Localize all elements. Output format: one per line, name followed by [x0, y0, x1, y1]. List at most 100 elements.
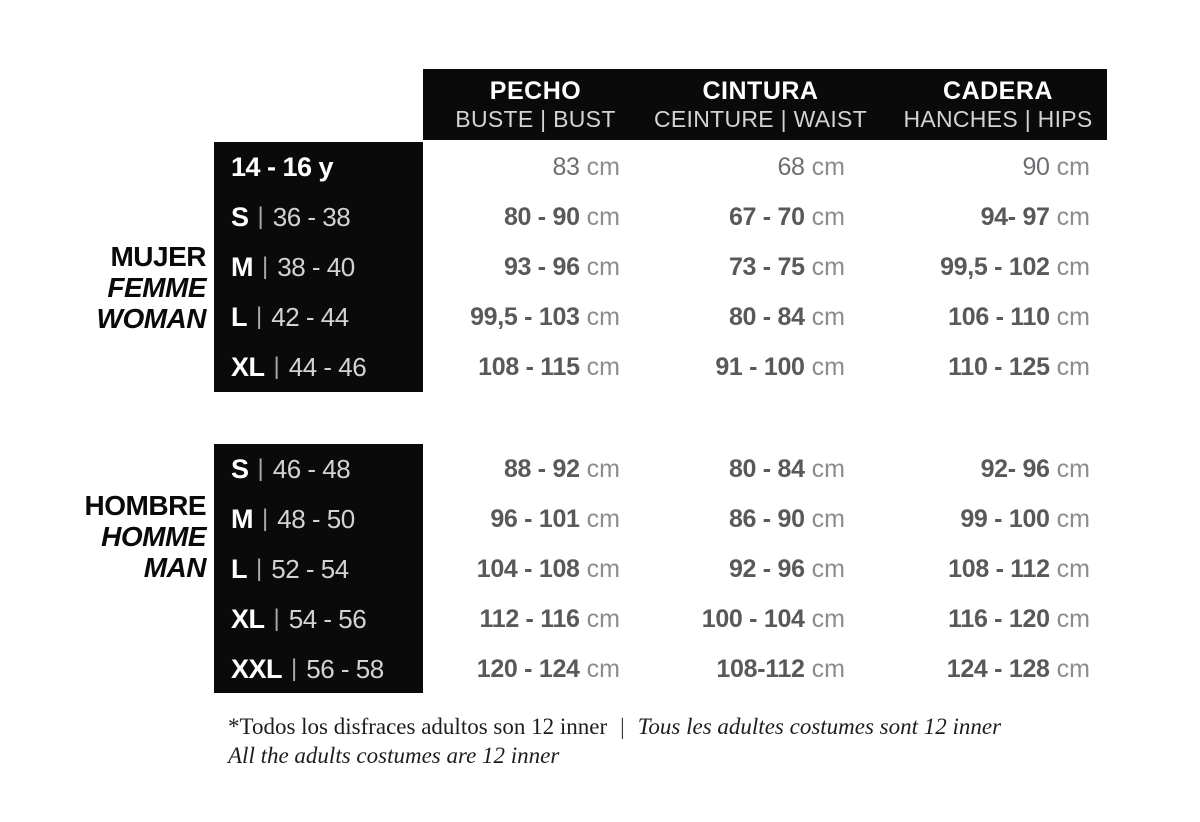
size-label: M: [231, 251, 254, 282]
size-range: 38 - 40: [277, 251, 355, 282]
value-cell-cintura: 92 - 96 cm: [728, 554, 845, 583]
value-cell-cintura: 73 - 75 cm: [728, 252, 845, 281]
size-row: L | 42 - 44: [214, 292, 423, 342]
size-label: S: [231, 453, 249, 484]
column-subtitle: HANCHES | HIPS: [903, 105, 1093, 132]
group-label-women: MUJER FEMME WOMAN: [20, 241, 207, 334]
unit-label: cm: [1056, 202, 1090, 231]
value-cell-cadera: 94- 97 cm: [980, 202, 1090, 231]
table-header: PECHO BUSTE | BUST CINTURA CEINTURE | WA…: [423, 69, 1107, 140]
size-box-women: 14 - 16 y S | 36 - 38 M | 38 - 40 L | 42 - 44 …: [214, 142, 423, 392]
value-cell-pecho: 96 - 101 cm: [490, 504, 620, 533]
size-row: XL | 54 - 56: [214, 594, 423, 644]
group-label-men: HOMBRE HOMME MAN: [20, 490, 207, 583]
group-label-line: WOMAN: [96, 303, 207, 334]
footnote-es: *Todos los disfraces adultos son 12 inne…: [228, 714, 608, 739]
size-range: 56 - 58: [306, 653, 384, 684]
unit-label: cm: [586, 352, 620, 381]
unit-label: cm: [586, 454, 620, 483]
column-subtitle: CEINTURE | WAIST: [653, 105, 868, 132]
pipe-separator: |: [256, 303, 263, 330]
unit-label: cm: [1056, 554, 1090, 583]
pipe-separator: |: [273, 605, 280, 632]
size-label: L: [231, 553, 248, 584]
unit-label: cm: [1056, 654, 1090, 683]
value-cell-cadera: 124 - 128 cm: [946, 654, 1090, 683]
unit-label: cm: [1056, 504, 1090, 533]
unit-label: cm: [1056, 152, 1090, 181]
footnote-fr: Tous les adultes costumes sont 12 inner: [637, 714, 1002, 739]
value-cell-pecho: 112 - 116 cm: [479, 604, 620, 633]
pipe-separator: |: [262, 505, 269, 532]
footnote-separator: |: [620, 714, 625, 739]
unit-label: cm: [586, 604, 620, 633]
table-row: 83 cm 68 cm 90 cm: [423, 142, 1107, 192]
size-label: S: [231, 201, 249, 232]
value-cell-cintura: 108-112 cm: [716, 654, 845, 683]
unit-label: cm: [1056, 454, 1090, 483]
unit-label: cm: [811, 252, 845, 281]
value-cell-cintura: 86 - 90 cm: [728, 504, 845, 533]
table-row: 88 - 92 cm 80 - 84 cm 92- 96 cm: [423, 444, 1107, 494]
unit-label: cm: [1056, 302, 1090, 331]
unit-label: cm: [1056, 352, 1090, 381]
size-row: M | 38 - 40: [214, 242, 423, 292]
footnote: *Todos los disfraces adultos son 12 inne…: [228, 712, 1001, 770]
unit-label: cm: [1056, 604, 1090, 633]
table-row: 80 - 90 cm 67 - 70 cm 94- 97 cm: [423, 192, 1107, 242]
group-label-line: MAN: [143, 552, 207, 583]
pipe-separator: |: [291, 655, 298, 682]
table-row: 93 - 96 cm 73 - 75 cm 99,5 - 102 cm: [423, 242, 1107, 292]
size-range: 42 - 44: [271, 301, 349, 332]
size-row: L | 52 - 54: [214, 544, 423, 594]
value-cell-cintura: 80 - 84 cm: [728, 302, 845, 331]
value-cell-cadera: 90 cm: [1022, 152, 1090, 181]
value-cell-pecho: 108 - 115 cm: [478, 352, 620, 381]
value-cell-pecho: 83 cm: [552, 152, 620, 181]
unit-label: cm: [586, 504, 620, 533]
value-cell-cadera: 99,5 - 102 cm: [940, 252, 1090, 281]
size-row: XL | 44 - 46: [214, 342, 423, 392]
unit-label: cm: [586, 202, 620, 231]
size-label: M: [231, 503, 254, 534]
table-row: 99,5 - 103 cm 80 - 84 cm 106 - 110 cm: [423, 292, 1107, 342]
size-range: 44 - 46: [288, 351, 367, 382]
value-cell-cintura: 100 - 104 cm: [701, 604, 845, 633]
pipe-separator: |: [257, 203, 264, 230]
value-cell-cadera: 116 - 120 cm: [948, 604, 1090, 633]
unit-label: cm: [586, 302, 620, 331]
unit-label: cm: [811, 654, 845, 683]
value-cell-cadera: 99 - 100 cm: [960, 504, 1090, 533]
size-row: M | 48 - 50: [214, 494, 423, 544]
value-cell-pecho: 99,5 - 103 cm: [470, 302, 620, 331]
column-header-cadera: CADERA HANCHES | HIPS: [873, 69, 1107, 140]
size-box-men: S | 46 - 48 M | 48 - 50 L | 52 - 54 XL | 54 - 56…: [214, 444, 423, 693]
values-men: 88 - 92 cm 80 - 84 cm 92- 96 cm 96 - 101 cm …: [423, 444, 1107, 694]
value-cell-cadera: 110 - 125 cm: [948, 352, 1090, 381]
unit-label: cm: [586, 152, 620, 181]
table-row: 96 - 101 cm 86 - 90 cm 99 - 100 cm: [423, 494, 1107, 544]
size-label: XL: [231, 351, 265, 382]
pipe-separator: |: [262, 253, 269, 280]
unit-label: cm: [1056, 252, 1090, 281]
column-header-pecho: PECHO BUSTE | BUST: [423, 69, 648, 140]
pipe-separator: |: [256, 555, 263, 582]
group-label-line: FEMME: [107, 272, 206, 303]
value-cell-cintura: 91 - 100 cm: [715, 352, 845, 381]
footnote-line-2: All the adults costumes are 12 inner: [228, 743, 560, 768]
unit-label: cm: [811, 604, 845, 633]
footnote-line-1: *Todos los disfraces adultos son 12 inne…: [228, 712, 1001, 741]
values-women: 83 cm 68 cm 90 cm 80 - 90 cm 67 - 70 cm 94- 9…: [423, 142, 1107, 392]
size-label: XXL: [231, 653, 283, 684]
column-header-cintura: CINTURA CEINTURE | WAIST: [648, 69, 873, 140]
unit-label: cm: [811, 302, 845, 331]
table-row: 120 - 124 cm 108-112 cm 124 - 128 cm: [423, 644, 1107, 694]
table-row: 108 - 115 cm 91 - 100 cm 110 - 125 cm: [423, 342, 1107, 392]
size-range: 52 - 54: [271, 553, 349, 584]
value-cell-pecho: 80 - 90 cm: [503, 202, 620, 231]
unit-label: cm: [811, 554, 845, 583]
table-row: 104 - 108 cm 92 - 96 cm 108 - 112 cm: [423, 544, 1107, 594]
size-row: 14 - 16 y: [214, 142, 423, 192]
size-range: 54 - 56: [288, 603, 367, 634]
